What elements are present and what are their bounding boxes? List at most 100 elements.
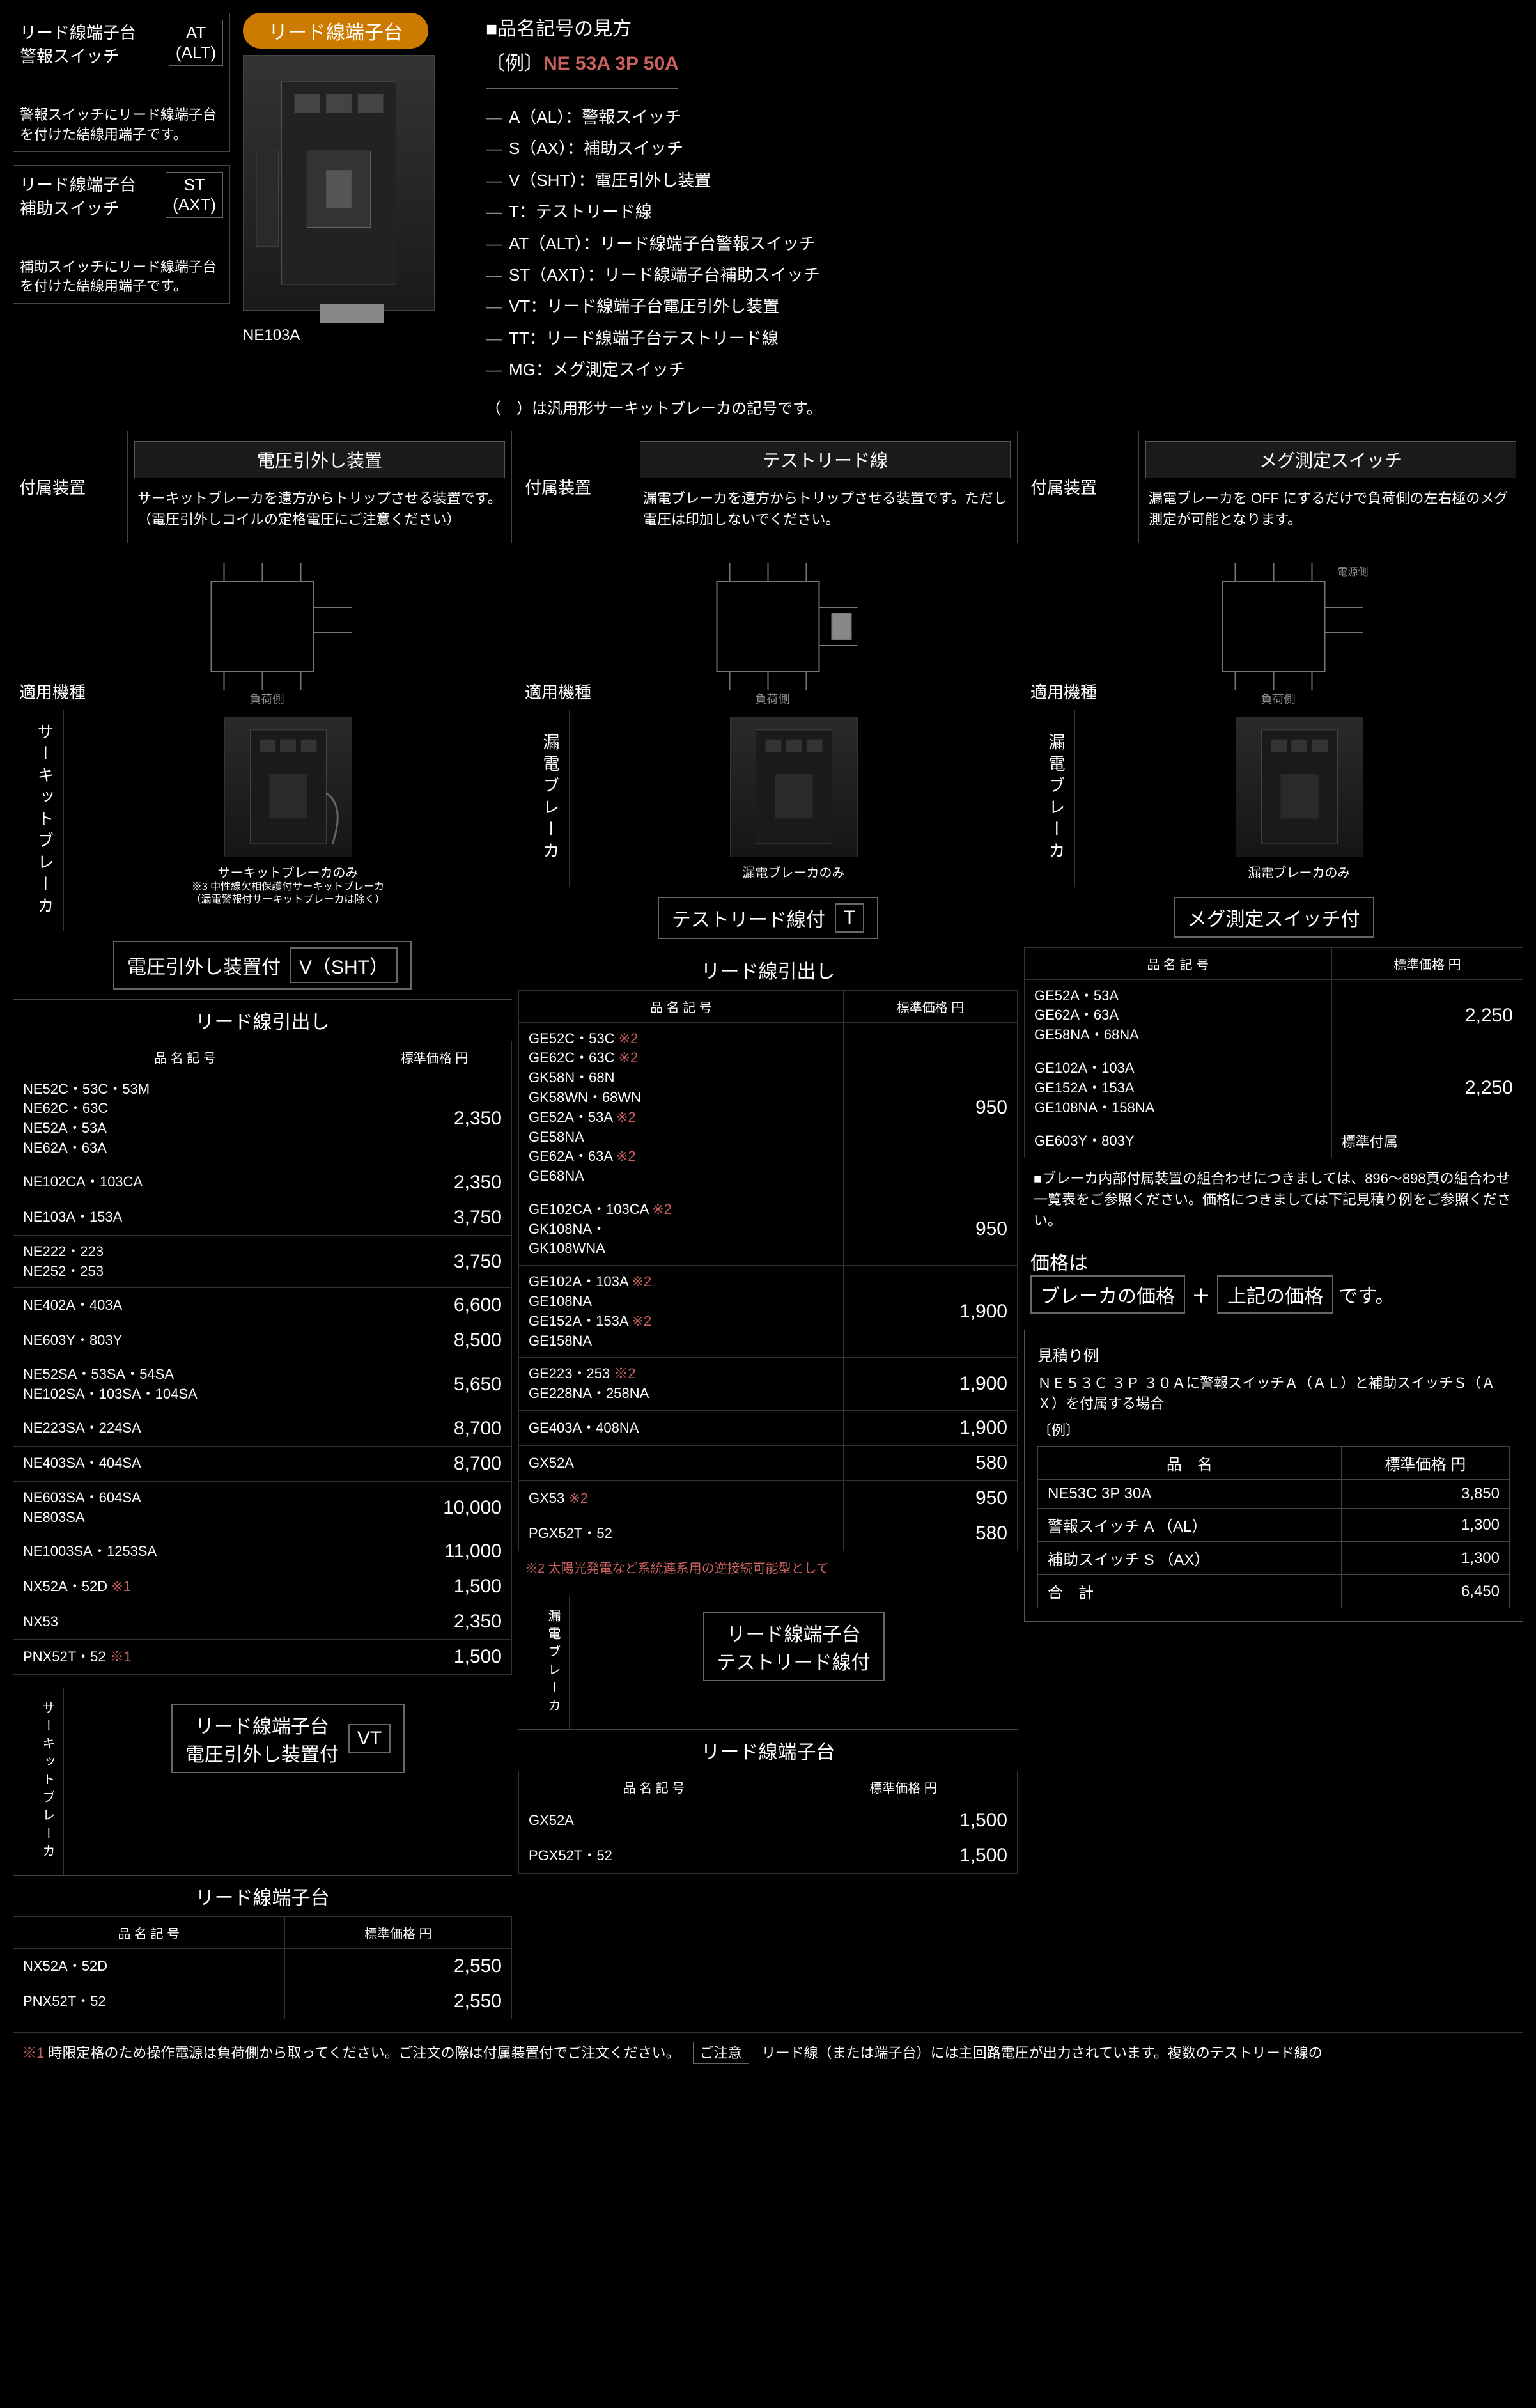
photo-label: NE103A xyxy=(243,327,447,345)
col-desc: サーキットブレーカを遠方からトリップさせる装置です。（電圧引外しコイルの定格電圧… xyxy=(134,485,505,533)
legend-row: —T：テストリード線 xyxy=(486,196,1523,228)
table-row: GE603Y・803Y標準付属 xyxy=(1025,1124,1523,1158)
table-row: PGX52T・521,500 xyxy=(519,1838,1018,1874)
footnote-2: ※2 太陽光発電など系統連系用の逆接続可能型として xyxy=(518,1551,1018,1583)
th-model: 品 名 記 号 xyxy=(13,1041,357,1073)
estimate-box: 見積り例ＮＥ５３Ｃ ３Ｐ ３０Ａに警報スイッチＡ（ＡＬ）と補助スイッチＳ（ＡＸ）… xyxy=(1024,1330,1523,1622)
product-photo xyxy=(224,717,352,857)
sub-device-label: リード線端子台 電圧引外し装置付VT xyxy=(171,1704,405,1773)
caption-note: ※3 中性線欠相保護付サーキットブレーカ（漏電警報付サーキットブレーカは除く） xyxy=(70,881,506,908)
svg-text:電源側: 電源側 xyxy=(1338,566,1369,578)
table-row: NE103A・153A3,750 xyxy=(13,1200,512,1235)
table-row: NE1003SA・1253SA11,000 xyxy=(13,1534,512,1569)
sub-vert: サーキットブレーカ xyxy=(13,1688,64,1875)
device-label: 電圧引外し装置付V（SHT） xyxy=(113,941,412,990)
estimate-row: 合 計6,450 xyxy=(1038,1575,1510,1608)
top-section: リード線端子台 警報スイッチ AT (ALT) 警報スイッチにリード線端子台を付… xyxy=(13,13,1523,418)
col-title: テストリード線 xyxy=(640,441,1011,478)
price-table: 品 名 記 号標準価格 円GE52A・53AGE62A・63AGE58NA・68… xyxy=(1024,947,1523,1159)
product-photo xyxy=(1236,717,1363,857)
device-label: テストリード線付T xyxy=(658,897,878,939)
table-row: GE52C・53C ※2GE62C・63C ※2GK58N・68NGK58WN・… xyxy=(519,1022,1018,1193)
box1-tag: AT (ALT) xyxy=(169,20,223,66)
box2-desc: 補助スイッチにリード線端子台を付けた結線用端子です。 xyxy=(20,258,223,297)
applied-label: 適用機種 xyxy=(525,680,591,703)
table-row: NX52A・52D2,550 xyxy=(13,1949,512,1984)
table-title: リード線引出し xyxy=(13,999,512,1041)
table-row: PGX52T・52580 xyxy=(519,1516,1018,1551)
table-row: GE102A・103AGE152A・153AGE108NA・158NA2,250 xyxy=(1025,1052,1523,1124)
col-desc: 漏電ブレーカを遠方からトリップさせる装置です。ただし電圧は印加しないでください。 xyxy=(640,485,1011,533)
price-table: 品 名 記 号標準価格 円NE52C・53C・53MNE62C・63CNE52A… xyxy=(13,1041,512,1675)
legend-row: —V（SHT）：電圧引外し装置 xyxy=(486,165,1523,196)
product-photo xyxy=(730,717,858,857)
sub-price-table: 品 名 記 号標準価格 円NX52A・52D2,550PNX52T・522,55… xyxy=(13,1916,512,2019)
combo-note: ■ブレーカ内部付属装置の組合わせにつきましては、896〜898頁の組合わせ一覧表… xyxy=(1024,1158,1523,1241)
device-label: メグ測定スイッチ付 xyxy=(1174,897,1374,938)
vert-label: 漏電ブレーカ xyxy=(518,710,570,887)
legend-row: —A（AL）：警報スイッチ xyxy=(486,102,1523,133)
attach-label: 付属装置 xyxy=(518,431,633,543)
caution-tag: ご注意 xyxy=(693,2042,749,2064)
table-row: NE222・223NE252・2533,750 xyxy=(13,1235,512,1288)
svg-text:負荷側: 負荷側 xyxy=(250,693,284,706)
table-row: NE102CA・103CA2,350 xyxy=(13,1165,512,1200)
table-row: NE603SA・604SANE803SA10,000 xyxy=(13,1481,512,1534)
estimate-row: NE53C 3P 30A3,850 xyxy=(1038,1480,1510,1509)
legend-row: —MG：メグ測定スイッチ xyxy=(486,354,1523,385)
svg-text:負荷側: 負荷側 xyxy=(756,693,790,706)
th-model: 品 名 記 号 xyxy=(1025,947,1332,979)
th-price: 標準価格 円 xyxy=(1331,947,1523,979)
column-0: 付属装置電圧引外し装置サーキットブレーカを遠方からトリップさせる装置です。（電圧… xyxy=(13,431,512,2020)
column-2: 付属装置メグ測定スイッチ漏電ブレーカを OFF にするだけで負荷側の左右極のメグ… xyxy=(1024,431,1523,2020)
table-row: NX52A・52D ※11,500 xyxy=(13,1569,512,1604)
table-row: GE403A・408NA1,900 xyxy=(519,1411,1018,1446)
table-row: NE603Y・803Y8,500 xyxy=(13,1323,512,1358)
attach-label: 付属装置 xyxy=(13,431,128,543)
table-row: GE102A・103A ※2GE108NAGE152A・153A ※2GE158… xyxy=(519,1266,1018,1358)
table-row: PNX52T・522,550 xyxy=(13,1984,512,2019)
box1-desc: 警報スイッチにリード線端子台を付けた結線用端子です。 xyxy=(20,105,223,145)
breaker-photo xyxy=(243,55,435,311)
vert-label: サーキットブレーカ xyxy=(13,710,64,931)
table-row: NE52SA・53SA・54SANE102SA・103SA・104SA5,650 xyxy=(13,1358,512,1411)
spec-legend: —A（AL）：警報スイッチ—S（AX）：補助スイッチ—V（SHT）：電圧引外し装… xyxy=(486,102,1523,386)
spec-note: （ ）は汎用形サーキットブレーカの記号です。 xyxy=(486,396,1523,418)
column-1: 付属装置テストリード線漏電ブレーカを遠方からトリップさせる装置です。ただし電圧は… xyxy=(518,431,1018,2020)
sub-table-title: リード線端子台 xyxy=(13,1875,512,1916)
price-table: 品 名 記 号標準価格 円GE52C・53C ※2GE62C・63C ※2GK5… xyxy=(518,990,1018,1552)
sub-price-table: 品 名 記 号標準価格 円GX52A1,500PGX52T・521,500 xyxy=(518,1771,1018,1874)
spec-example: NE 53A 3P 50A xyxy=(543,53,679,74)
th-model: 品 名 記 号 xyxy=(519,990,844,1022)
th-price: 標準価格 円 xyxy=(357,1041,512,1073)
sub-vert: 漏電ブレーカ xyxy=(518,1596,570,1729)
table-row: GX53 ※2950 xyxy=(519,1481,1018,1516)
info-box-al: リード線端子台 警報スイッチ AT (ALT) 警報スイッチにリード線端子台を付… xyxy=(13,13,230,152)
info-box-st: リード線端子台 補助スイッチ ST (AXT) 補助スイッチにリード線端子台を付… xyxy=(13,165,230,304)
table-row: NE403SA・404SA8,700 xyxy=(13,1446,512,1481)
col-title: 電圧引外し装置 xyxy=(134,441,505,478)
pill-label: リード線端子台 xyxy=(243,13,428,49)
table-row: NE402A・403A6,600 xyxy=(13,1288,512,1323)
product-caption: 漏電ブレーカのみ xyxy=(1082,862,1517,881)
th-price: 標準価格 円 xyxy=(843,990,1017,1022)
sub-device-label: リード線端子台 テストリード線付 xyxy=(703,1612,885,1681)
table-row: PNX52T・52 ※11,500 xyxy=(13,1640,512,1675)
table-row: GE223・253 ※2GE228NA・258NA1,900 xyxy=(519,1358,1018,1411)
spec-title: ■品名記号の見方 xyxy=(486,13,1523,41)
spec-ex-prefix: 〔例〕 xyxy=(486,53,543,74)
table-row: NX532,350 xyxy=(13,1604,512,1640)
col-desc: 漏電ブレーカを OFF にするだけで負荷側の左右極のメグ測定が可能となります。 xyxy=(1145,485,1516,533)
table-row: GE52A・53AGE62A・63AGE58NA・68NA2,250 xyxy=(1025,979,1523,1052)
caution-text: リード線（または端子台）には主回路電圧が出力されています。複数のテストリード線の xyxy=(762,2042,1323,2063)
legend-row: —AT（ALT）：リード線端子台警報スイッチ xyxy=(486,228,1523,260)
table-row: NE52C・53C・53MNE62C・63CNE52A・53ANE62A・63A… xyxy=(13,1073,512,1165)
table-row: GX52A1,500 xyxy=(519,1803,1018,1838)
estimate-row: 補助スイッチ S （AX）1,300 xyxy=(1038,1542,1510,1575)
price-formula: 価格はブレーカの価格＋上記の価格 です。 xyxy=(1024,1241,1523,1320)
table-row: GX52A580 xyxy=(519,1446,1018,1481)
sub-table-title: リード線端子台 xyxy=(518,1729,1018,1771)
vert-label: 漏電ブレーカ xyxy=(1024,710,1075,887)
legend-row: —TT：リード線端子台テストリード線 xyxy=(486,323,1523,354)
attach-label: 付属装置 xyxy=(1024,431,1139,543)
